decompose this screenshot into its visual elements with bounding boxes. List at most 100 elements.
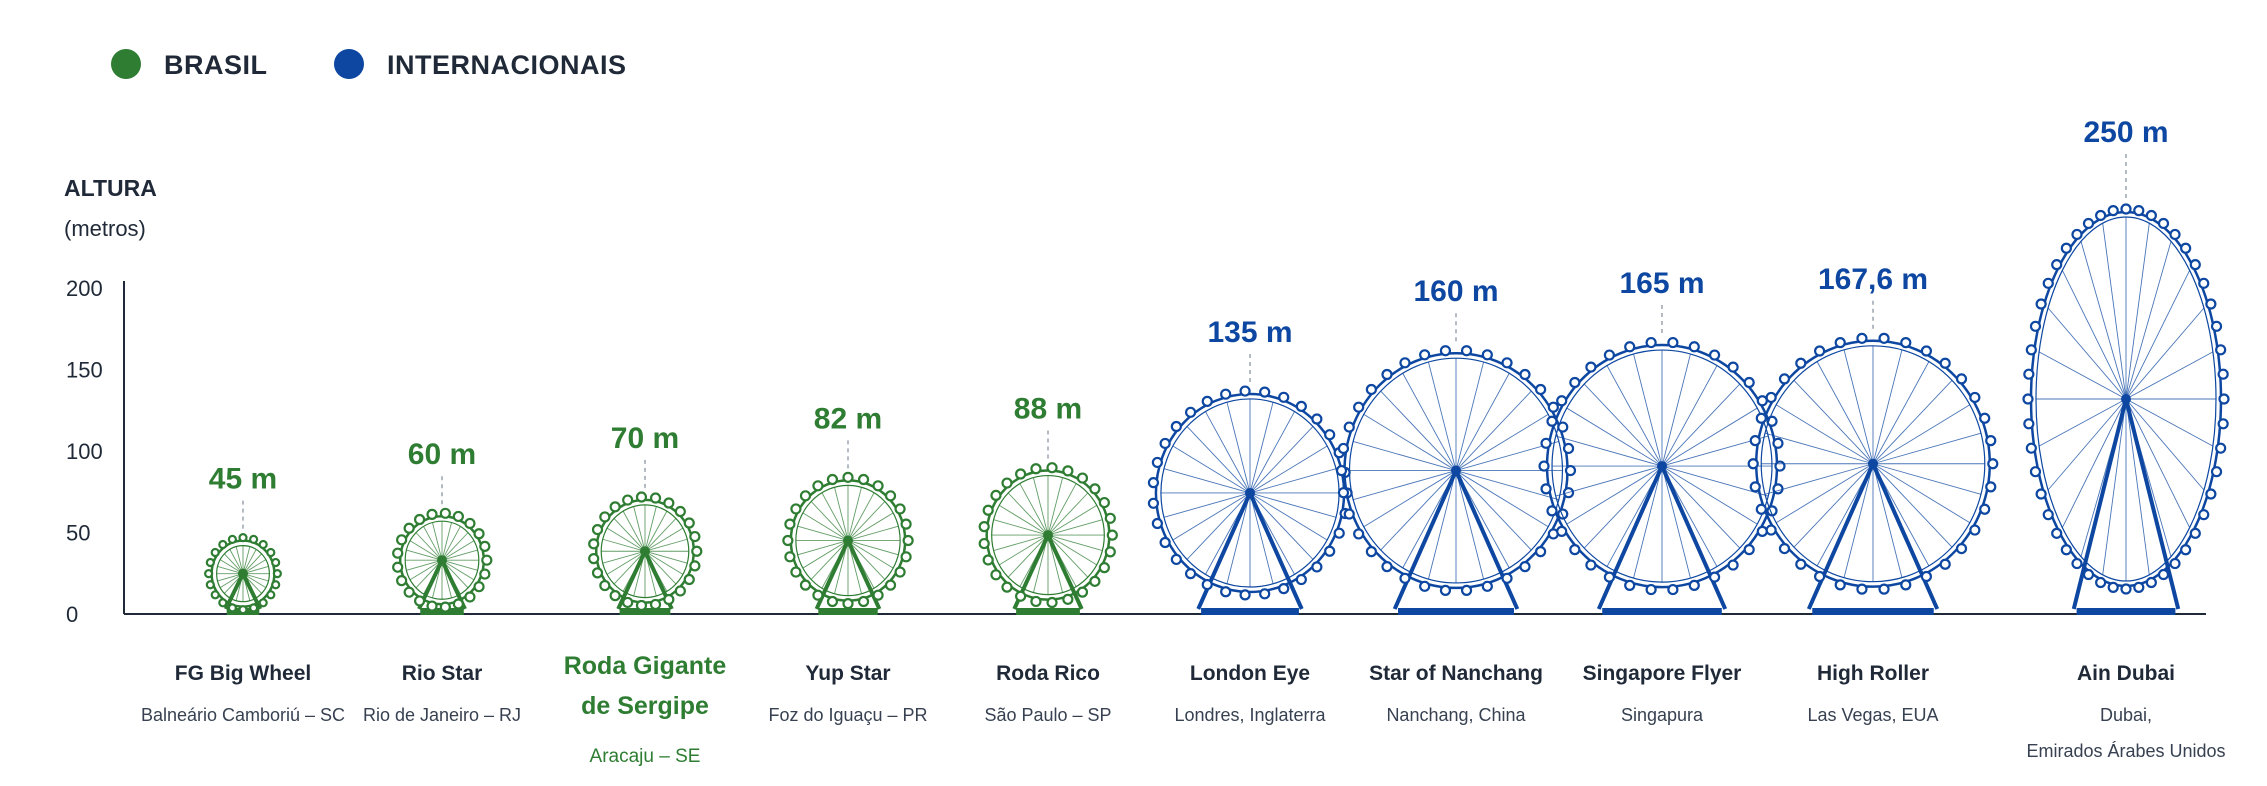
wheel-capsule: [1151, 456, 1163, 469]
wheel-capsule: [473, 581, 485, 593]
item-location: Emirados Árabes Unidos: [2026, 741, 2225, 761]
wheel-spoke: [1205, 492, 1251, 575]
wheel-capsule: [473, 528, 485, 540]
wheel-spoke: [1583, 465, 1663, 549]
wheel-capsule: [1834, 337, 1846, 349]
wheel-capsule: [1765, 391, 1777, 404]
wheel-spoke: [810, 501, 849, 541]
wheel-spoke: [2047, 398, 2127, 491]
wheel-capsule: [982, 554, 994, 566]
wheel-spoke: [415, 532, 443, 561]
wheel-capsule: [635, 491, 648, 503]
wheel-spoke: [993, 519, 1049, 536]
wheel-capsule: [1170, 420, 1182, 433]
wheel-capsule: [1979, 503, 1991, 515]
wheel-capsule: [1381, 368, 1393, 381]
wheel-capsule: [439, 507, 451, 519]
wheel-capsule: [249, 534, 259, 545]
wheel-capsule: [1969, 391, 1981, 404]
wheel-spoke: [810, 540, 849, 580]
wheel-spoke: [847, 525, 899, 541]
wheel-spoke: [1163, 468, 1251, 494]
wheel-capsule: [1170, 553, 1182, 566]
wheel-capsule: [1546, 505, 1558, 517]
wheel-capsule: [1920, 345, 1932, 357]
wheel-spoke: [1555, 465, 1663, 497]
item-label-group: Rio Star Rio de Janeiro – RJ: [363, 662, 521, 725]
wheel-spoke: [1455, 470, 1510, 569]
wheel-spoke: [606, 527, 646, 552]
wheel-high-roller: 167,6 m: [1747, 263, 1999, 615]
wheel-base: [1201, 608, 1299, 615]
wheel-spoke: [409, 540, 443, 561]
wheel-spoke: [1047, 477, 1064, 536]
wheel-spoke: [633, 506, 646, 552]
wheel-capsule: [1772, 483, 1784, 495]
wheel-spoke: [441, 559, 461, 595]
wheel-spoke: [1249, 492, 1295, 575]
wheel-capsule: [2042, 277, 2054, 289]
item-name: Roda Gigante: [564, 652, 727, 680]
y-axis-unit: (metros): [64, 216, 146, 241]
wheel-spoke: [834, 540, 849, 594]
wheel-hub: [1868, 458, 1878, 469]
wheel-capsule: [1439, 345, 1452, 357]
wheel-capsule: [2145, 576, 2157, 589]
wheel-spoke: [1764, 463, 1874, 495]
wheel-spoke: [847, 487, 862, 541]
wheel-capsule: [238, 533, 248, 543]
wheel-spoke: [1661, 465, 1741, 549]
wheel-capsule: [258, 598, 268, 608]
wheel-spoke: [406, 559, 443, 571]
wheel-capsule: [2042, 509, 2054, 521]
item-location: Dubai,: [2100, 705, 2152, 725]
wheel-spoke: [1455, 470, 1532, 551]
wheel-capsule: [205, 557, 215, 568]
wheel-spoke: [1872, 349, 1903, 464]
wheel-spoke: [1816, 463, 1874, 567]
wheel-capsule: [1337, 442, 1350, 455]
wheel-spoke: [441, 559, 478, 571]
wheel-spoke: [1428, 361, 1457, 471]
wheel-capsule: [1220, 388, 1232, 400]
wheel-capsule: [1667, 583, 1679, 596]
wheel-capsule: [1481, 349, 1493, 361]
wheels: 45 m 60 m 70 m 82 m 88 m 135 m 160 m 165 m 167,6…: [204, 116, 2230, 615]
wheel-spoke: [1047, 504, 1098, 536]
wheel-spoke: [1661, 465, 1718, 567]
wheel-capsule: [894, 566, 906, 578]
wheel-capsule: [1708, 571, 1721, 583]
wheel-spoke: [644, 550, 677, 585]
wheel-capsule: [1098, 562, 1110, 574]
item-name: FG Big Wheel: [175, 662, 312, 685]
wheel-capsule: [1089, 575, 1101, 587]
wheel-capsule: [1856, 583, 1868, 595]
value-label: 160 m: [1413, 275, 1498, 308]
wheel-spoke: [1047, 492, 1089, 536]
wheel-capsule: [266, 547, 276, 558]
wheel-capsule: [2218, 393, 2230, 405]
wheel-spoke: [1872, 463, 1971, 524]
wheel-spoke: [423, 559, 443, 595]
wheel-spoke: [1764, 432, 1874, 465]
wheel-capsule: [1778, 373, 1791, 385]
wheel-spoke: [1661, 365, 1718, 467]
wheel-capsule: [2051, 259, 2063, 271]
wheel-capsule: [1220, 586, 1232, 598]
item-location: Nanchang, China: [1386, 705, 1526, 725]
wheel-capsule: [1985, 435, 1997, 447]
wheel-capsule: [227, 603, 237, 613]
wheel-capsule: [1151, 517, 1163, 530]
item-name: Yup Star: [805, 662, 890, 685]
wheel-capsule: [1747, 458, 1759, 470]
wheel-spoke: [797, 525, 849, 541]
wheel-capsule: [1878, 332, 1890, 344]
wheel-spoke: [1007, 492, 1049, 536]
wheel-capsule: [982, 504, 994, 516]
wheel-base: [2076, 608, 2176, 615]
wheel-spoke: [847, 540, 875, 589]
wheel-base: [1812, 608, 1934, 615]
wheel-capsule: [978, 521, 990, 533]
wheel-capsule: [1337, 487, 1350, 499]
wheel-capsule: [842, 471, 854, 483]
